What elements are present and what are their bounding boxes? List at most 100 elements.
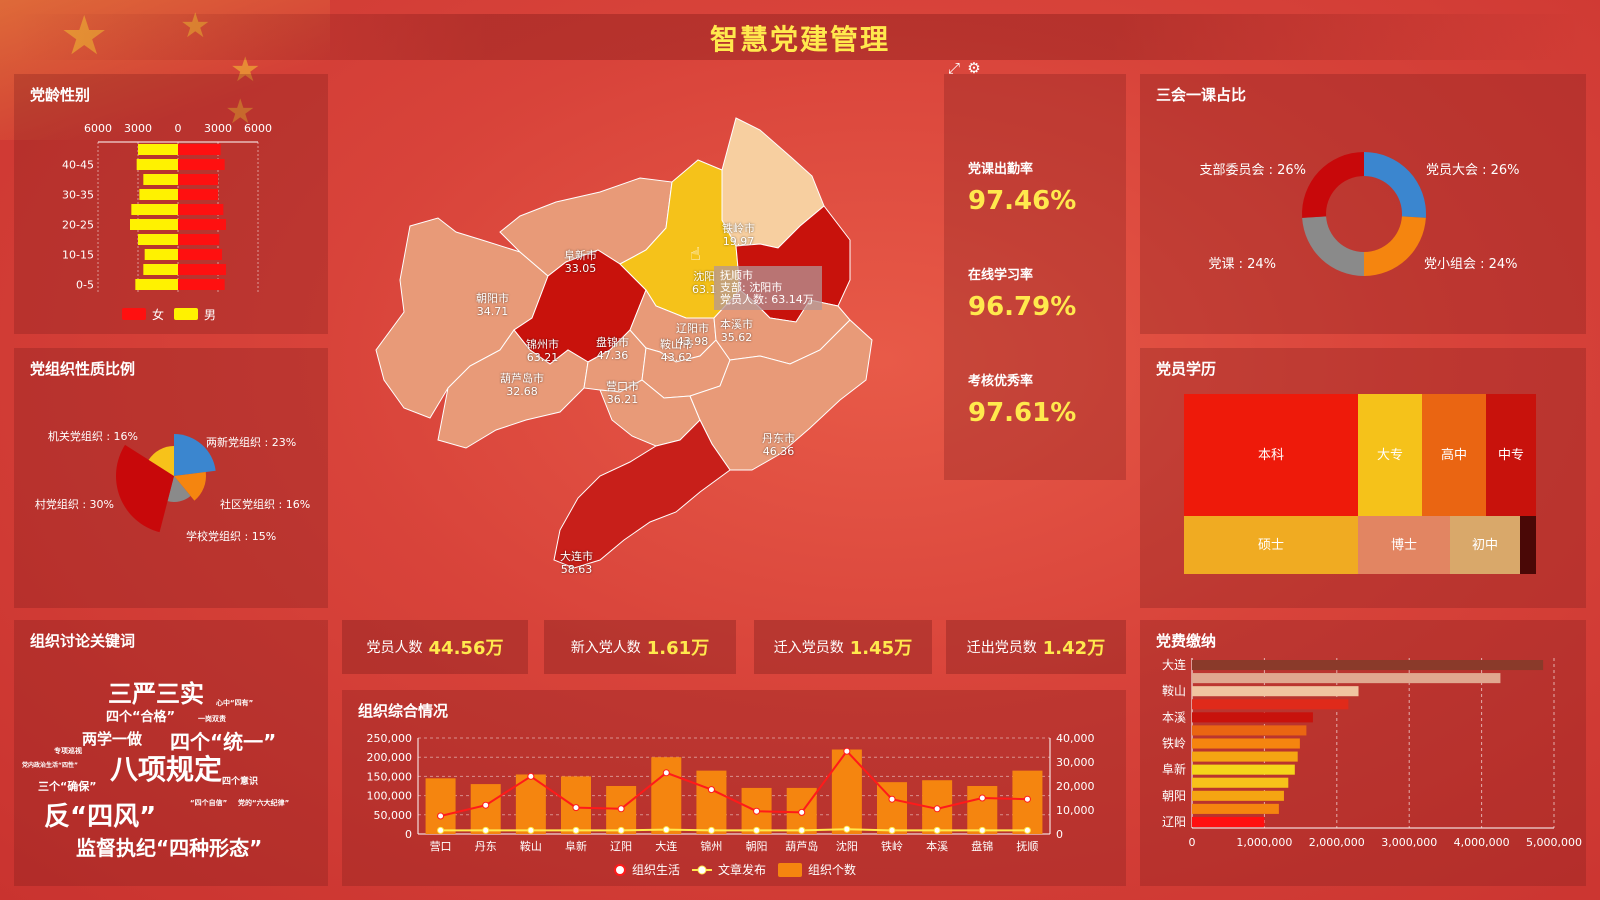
org-summary-chart: 0 50,000 100,000 150,000 200,000 250,000 0 10,0… [367, 732, 1095, 877]
bar-org-count [470, 784, 501, 834]
keyword: 三严三实 [108, 680, 204, 708]
point-org-life [482, 801, 490, 809]
x-tick-label: 5,000,000 [1526, 836, 1582, 849]
line-org-life [440, 749, 1028, 817]
bar-female [178, 189, 218, 200]
treemap-cell [1486, 394, 1536, 516]
treemap-label: 中专 [1498, 448, 1524, 463]
panel-title: 党组织性质比例 [30, 360, 136, 378]
x-tick-label: 铁岭 [881, 839, 903, 853]
tooltip-title: 抚顺市 [720, 269, 753, 282]
map-tooltip: 抚顺市 支部: 沈阳市 党员人数: 63.14万 [714, 266, 822, 310]
donut-slice [1302, 216, 1364, 276]
kpi-value: 44.56万 [428, 638, 504, 659]
y-tick-label: 40-45 [62, 159, 94, 172]
y-tick-label: 本溪 [1162, 710, 1186, 724]
keyword: 三个“确保” [38, 780, 97, 793]
left-tick-label: 150,000 [367, 770, 413, 783]
point-articles [707, 826, 715, 834]
point-org-life [617, 805, 625, 813]
fee-bar [1192, 725, 1307, 736]
legend-label: 女 [152, 307, 164, 322]
point-articles [753, 826, 761, 834]
rate-label: 党课出勤率 [968, 162, 1034, 177]
map-label-liaoyang: 辽阳市 43.98 [676, 322, 709, 348]
x-tick-label: 大连 [655, 839, 677, 853]
kpi-new-members: 新入党人数 1.61万 [544, 620, 736, 674]
rates-panel: 党课出勤率 97.46% 在线学习率 96.79% 考核优秀率 97.61% [944, 74, 1126, 480]
expand-icon[interactable]: ⤢ [947, 59, 960, 77]
y-tick-label: 铁岭 [1162, 737, 1186, 751]
panel-title: 三会一课占比 [1156, 86, 1247, 104]
right-tick-label: 10,000 [1056, 804, 1095, 817]
kpi-moved-in: 迁入党员数 1.45万 [754, 620, 932, 674]
x-tick-label: 锦州 [700, 839, 722, 853]
bar-male [139, 189, 178, 200]
point-articles [572, 826, 580, 834]
x-tick-label: 盘锦 [971, 839, 993, 853]
fee-bar [1192, 803, 1279, 814]
point-org-life [753, 807, 761, 815]
point-articles [662, 826, 670, 834]
x-tick-label: 鞍山 [520, 839, 542, 853]
keyword: “四个自信” [190, 799, 228, 807]
pie-slice [148, 446, 174, 476]
keyword: 党内政治生活“四性” [22, 762, 78, 769]
treemap-label: 本科 [1258, 448, 1284, 463]
page-title: 智慧党建管理 [709, 23, 890, 56]
map-label-jinzhou: 锦州市 63.21 [526, 338, 559, 364]
y-tick-label: 朝阳 [1162, 789, 1186, 803]
age-gender-chart: 6000 3000 0 3000 6000 0-5 10-15 20-25 30-35 40-45… [62, 122, 272, 322]
panel-title: 党费缴纳 [1156, 632, 1217, 650]
y-tick-label: 辽阳 [1162, 815, 1186, 829]
donut-slice [1302, 152, 1364, 218]
bar-org-count [967, 786, 998, 834]
bar-male [138, 234, 178, 245]
bar-male [130, 219, 178, 230]
x-tick-label: 抚顺 [1016, 839, 1038, 853]
bar-female [178, 144, 221, 155]
keyword: 两学一做 [82, 730, 143, 748]
fees-chart: 0 1,000,000 2,000,000 3,000,000 4,000,000 5,0… [1162, 657, 1582, 849]
map-label-benxi: 本溪市 35.62 [720, 318, 753, 344]
map-label-shenyang: 沈阳 63.1 [692, 270, 717, 296]
point-articles [482, 826, 490, 834]
x-tick-label: 1,000,000 [1236, 836, 1292, 849]
keyword: 监督执纪“四种形态” [76, 836, 263, 860]
title-bar [14, 14, 1586, 60]
left-tick-label: 50,000 [374, 809, 413, 822]
donut-label: 党员大会 : 26% [1426, 163, 1520, 178]
treemap-cell [1450, 516, 1520, 574]
keyword: 反“四风” [44, 802, 157, 832]
y-tick-label: 30-35 [62, 189, 94, 202]
bar-org-count [696, 770, 727, 834]
pie-label: 学校党组织 : 15% [186, 529, 276, 543]
fee-bar [1192, 712, 1313, 723]
keyword: 四个“统一” [170, 730, 277, 754]
treemap-label: 博士 [1391, 538, 1417, 553]
axis-tick-label: 3000 [124, 122, 152, 135]
axis-tick-label: 6000 [244, 122, 272, 135]
donut-label: 支部委员会 : 26% [1199, 163, 1306, 178]
point-org-life [798, 808, 806, 816]
left-tick-label: 200,000 [367, 751, 413, 764]
donut-label: 党小组会 : 24% [1424, 257, 1518, 272]
treemap-cell [1520, 516, 1536, 574]
kpi-members: 党员人数 44.56万 [342, 620, 528, 674]
meetings-chart: 党员大会 : 26% 党小组会 : 24% 党课 : 24% 支部委员会 : 26% [1199, 152, 1520, 276]
x-tick-label: 3,000,000 [1381, 836, 1437, 849]
meetings-panel: 三会一课占比 党员大会 : 26% 党小组会 : 24% 党课 : 24% 支部委员会… [1140, 74, 1586, 334]
line-articles [440, 828, 1028, 832]
bar-female [178, 249, 222, 260]
org-nature-chart: 两新党组织 : 23% 社区党组织 : 16% 学校党组织 : 15% 村党组织 : … [35, 429, 310, 543]
gear-icon[interactable]: ⚙ [967, 59, 981, 77]
bar-female [178, 279, 225, 290]
map-label-tieling: 铁岭市 19.97 [722, 222, 755, 248]
treemap-label: 硕士 [1258, 538, 1284, 553]
x-tick-label: 丹东 [475, 840, 497, 853]
fee-bar [1192, 816, 1265, 827]
point-org-life [888, 795, 896, 803]
flag-decoration [0, 0, 330, 140]
y-tick-label: 鞍山 [1162, 683, 1186, 698]
